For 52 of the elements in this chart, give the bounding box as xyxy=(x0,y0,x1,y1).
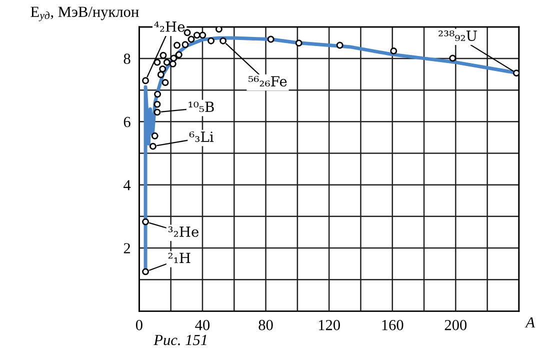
point xyxy=(169,60,176,68)
point xyxy=(157,71,164,78)
x-tick-label: 200 xyxy=(444,320,467,330)
point xyxy=(208,37,215,44)
annotation: ²₁H xyxy=(168,252,190,264)
y-tick-label: 2 xyxy=(124,243,130,254)
point xyxy=(220,37,227,44)
annotation: ¹⁰₅B xyxy=(188,102,214,112)
point xyxy=(449,54,456,62)
annotation: ³₂He xyxy=(168,226,199,237)
y-tick-label: 8 xyxy=(124,54,130,64)
point xyxy=(154,100,161,108)
annotation: ⁵⁶₂₆Fe xyxy=(248,76,287,87)
point xyxy=(188,36,195,43)
point xyxy=(215,26,222,33)
x-tick-label: 120 xyxy=(318,320,340,330)
point xyxy=(160,52,167,59)
point xyxy=(142,218,149,226)
point xyxy=(390,47,398,54)
point xyxy=(199,32,206,39)
point xyxy=(336,42,344,49)
point xyxy=(175,51,182,58)
x-tick-label: 40 xyxy=(195,320,210,330)
x-tick-label: 0 xyxy=(136,320,142,330)
point xyxy=(149,142,156,150)
point xyxy=(512,70,519,77)
point xyxy=(193,32,200,39)
x-axis-title: A xyxy=(524,317,536,328)
x-tick-label: 80 xyxy=(258,320,273,330)
point xyxy=(267,36,274,43)
annotation: ⁶₃Li xyxy=(189,132,214,142)
point xyxy=(154,108,161,116)
point xyxy=(184,29,191,36)
point xyxy=(174,42,180,49)
y-tick-label: 4 xyxy=(124,180,131,190)
point xyxy=(142,268,149,276)
point xyxy=(295,40,302,47)
point xyxy=(159,65,166,72)
point xyxy=(142,77,149,84)
point xyxy=(154,58,161,66)
point xyxy=(154,90,162,98)
point xyxy=(162,79,169,86)
point xyxy=(170,54,178,62)
y-tick-label: 6 xyxy=(124,116,130,128)
text: Рис. 151 xyxy=(154,334,206,346)
point xyxy=(151,132,158,140)
point xyxy=(182,41,189,48)
y-axis-title: E$_{уд}$, МэВ/нуклон xyxy=(30,6,139,22)
point xyxy=(163,58,170,66)
x-tick-label: 160 xyxy=(382,320,404,330)
annotation: ⁴₂He xyxy=(154,21,185,32)
annotation: ²³⁸₉₂U xyxy=(438,30,477,41)
